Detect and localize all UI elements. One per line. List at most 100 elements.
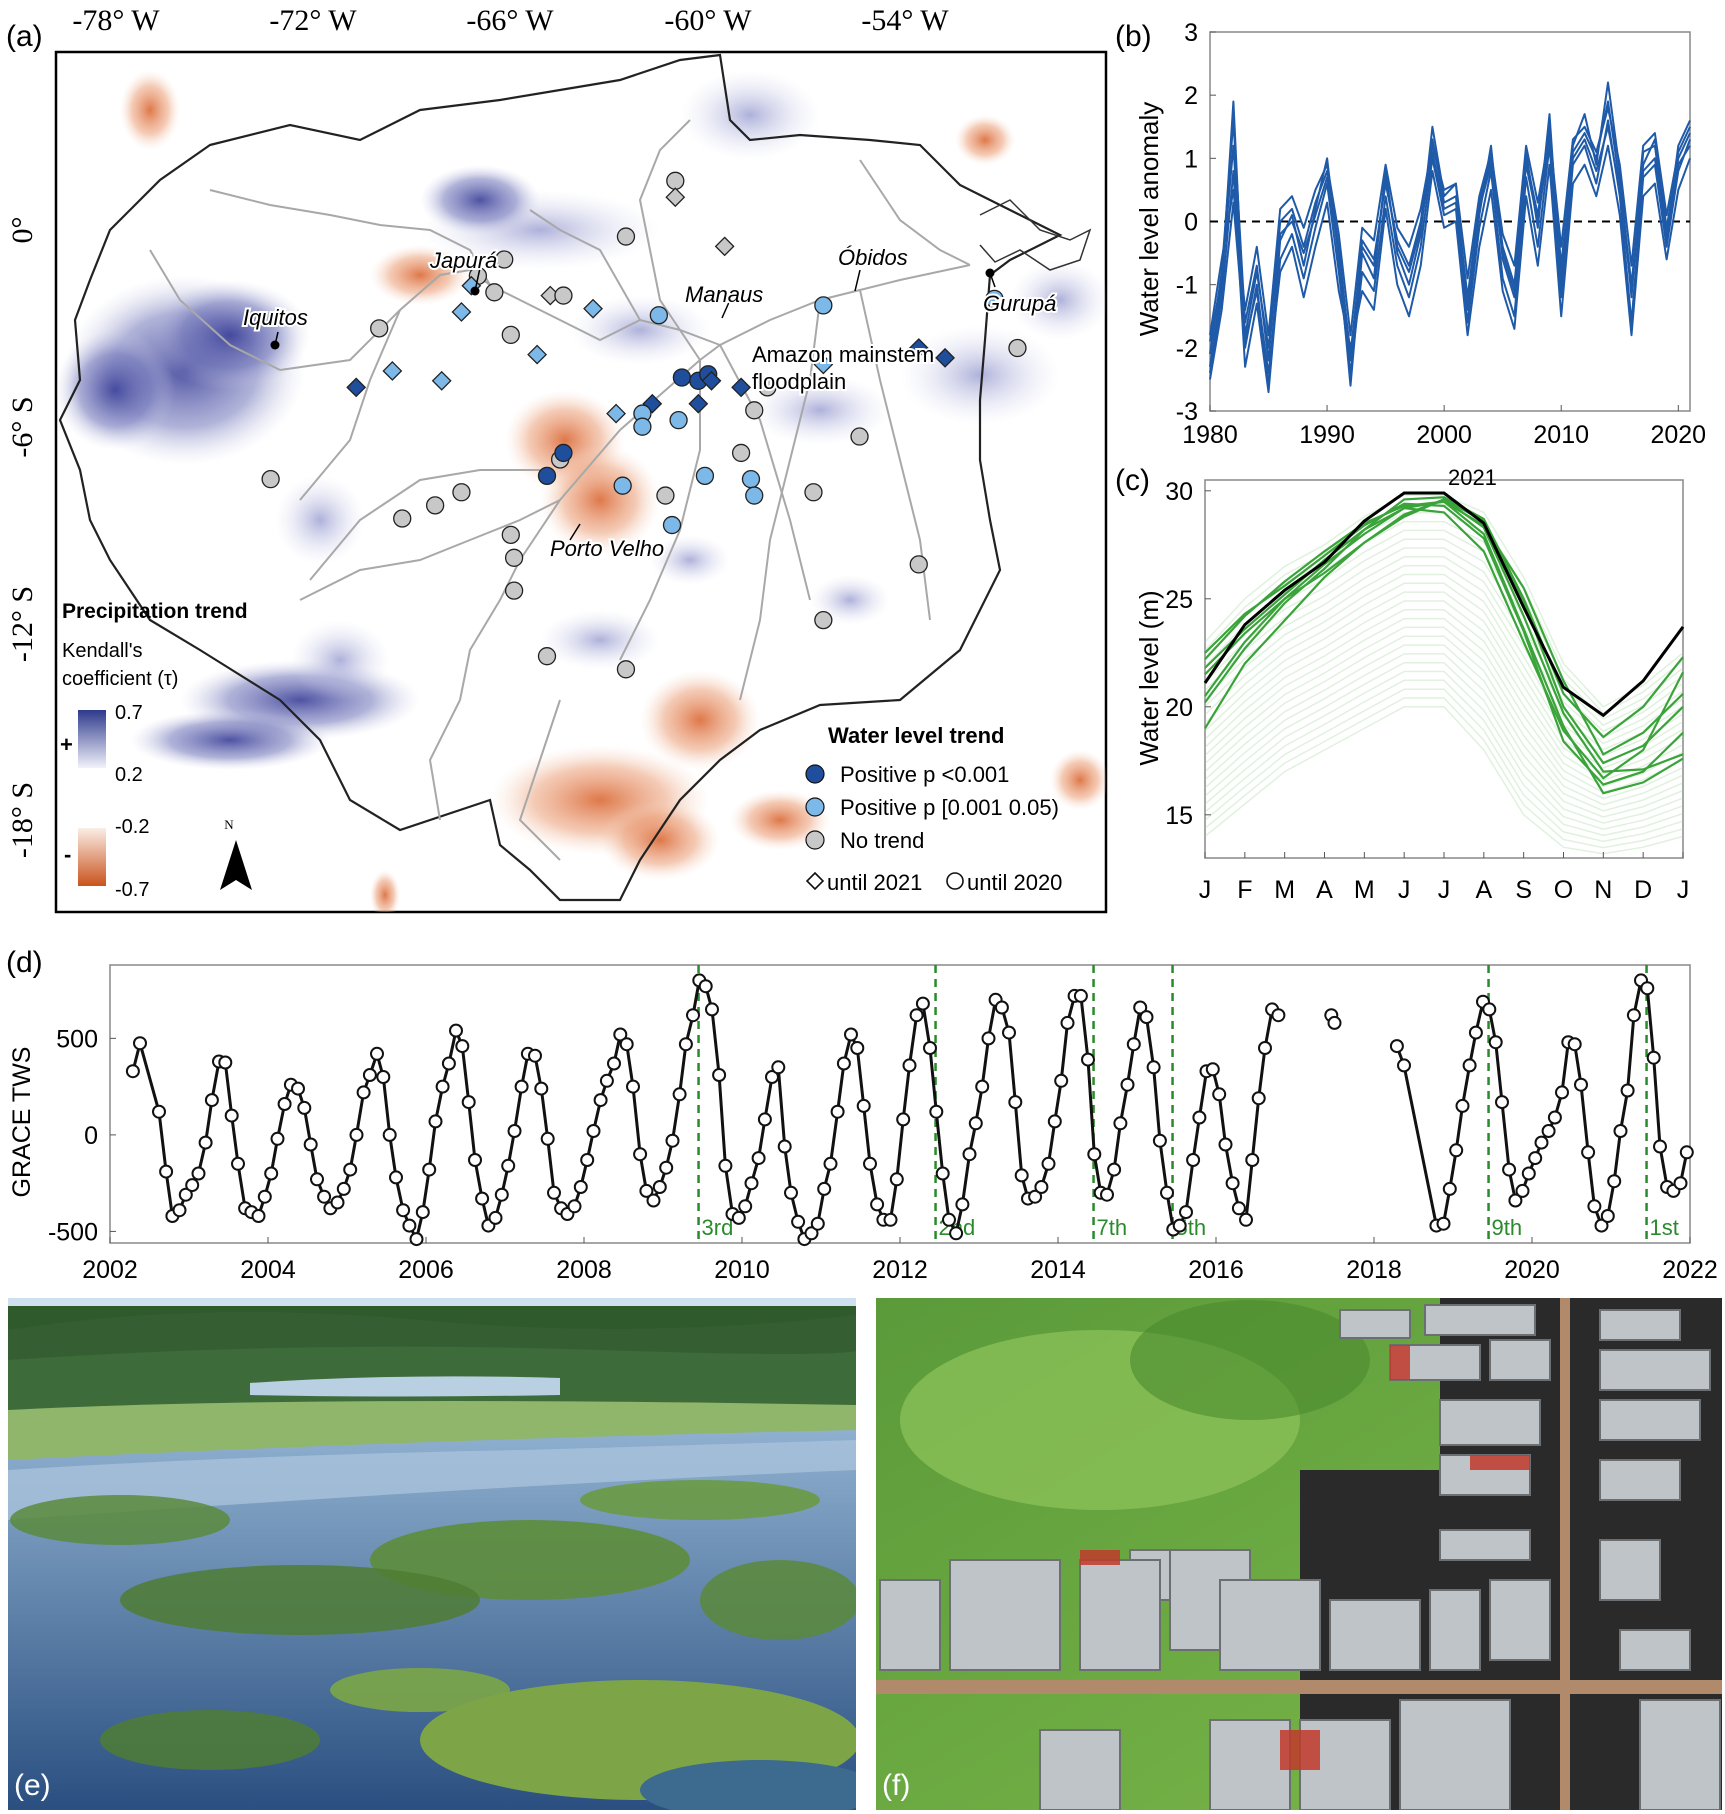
tws-point-d	[1008, 1095, 1023, 1110]
xtick-label-b: 1980	[1182, 421, 1238, 449]
precip-legend-sub2: coefficient (τ)	[62, 668, 178, 690]
tws-point-d	[896, 1112, 911, 1127]
station-marker-circle	[695, 466, 715, 486]
tws-point-d	[1107, 1162, 1122, 1177]
colorbar-positive	[78, 710, 106, 768]
history-curve-c	[1204, 582, 1684, 769]
station-marker-circle	[425, 496, 445, 515]
station-marker-circle	[669, 410, 688, 430]
tws-point-d	[856, 1098, 871, 1113]
station-marker-circle	[649, 306, 668, 325]
tws-point-d	[1607, 1174, 1622, 1189]
xtick-label-d: 2020	[1504, 1256, 1560, 1284]
ytick-label-b: -3	[1176, 398, 1198, 426]
tws-point-d	[586, 1124, 601, 1138]
lon-label: -60° W	[664, 4, 752, 37]
history-curve-c	[1204, 688, 1684, 843]
tws-point-d	[580, 1153, 595, 1167]
tws-point-d	[836, 1056, 851, 1071]
tws-point-d	[1502, 1162, 1517, 1177]
tws-point-d	[422, 1162, 437, 1177]
amazon-basin-outline	[58, 53, 1063, 902]
tws-point-d	[915, 996, 930, 1011]
tws-point-d	[1547, 1110, 1562, 1125]
station-marker-diamond	[714, 236, 735, 257]
tws-point-d	[1508, 1193, 1523, 1208]
history-curve-c	[1204, 626, 1684, 800]
wl-legend-item-strong: Positive p <0.001	[840, 762, 1009, 787]
tws-point-d	[330, 1195, 345, 1210]
tws-point-d	[409, 1232, 424, 1247]
precip-legend-sub1: Kendall's	[62, 640, 143, 662]
history-curve-c	[1204, 609, 1684, 788]
station-marker-diamond	[431, 370, 452, 391]
chart-d: -500 0 500 2002 2004 2006 2008 2010 2012 2014 2016…	[48, 964, 1718, 1284]
panel-label-f: (f)	[882, 1769, 910, 1802]
station-marker-diamond	[451, 302, 472, 322]
tws-point-d	[1455, 1098, 1470, 1113]
panel-label-b: (b)	[1115, 20, 1152, 53]
tws-point-d	[376, 1070, 391, 1084]
tws-point-d	[461, 1095, 476, 1110]
tws-point-d	[1028, 1189, 1043, 1204]
ytick-label-c: 20	[1165, 694, 1193, 722]
tws-point-d	[1231, 1201, 1246, 1216]
station-marker-circle	[985, 289, 1004, 308]
tws-point-d	[1047, 1114, 1062, 1129]
ytick-label-c: 30	[1165, 478, 1193, 506]
panel-label-c: (c)	[1115, 464, 1150, 497]
tws-point-d	[172, 1203, 187, 1218]
tws-point-d	[152, 1104, 166, 1119]
tws-point-d	[935, 1166, 950, 1181]
svg-text:N: N	[224, 817, 234, 832]
station-marker-circle	[501, 525, 520, 545]
tws-point-d	[1587, 1199, 1602, 1214]
tws-point-d	[303, 1137, 318, 1152]
series-line-b	[1209, 144, 1691, 380]
tws-point-d	[751, 1151, 766, 1166]
xtick-label-c: S	[1515, 876, 1532, 904]
longitude-labels: -78° W -72° W -66° W -60° W -54° W	[72, 4, 949, 912]
tws-point-d	[1574, 1077, 1588, 1092]
tws-point-d	[382, 1127, 397, 1142]
tws-point-d	[1120, 1077, 1135, 1092]
station-marker-circle	[616, 227, 636, 246]
water-level-legend: Water level trend Positive p <0.001 Posi…	[805, 723, 1062, 895]
tws-point-d	[626, 1079, 640, 1094]
tws-point-d	[494, 1187, 509, 1202]
lat-label: -18° S	[6, 782, 39, 858]
tws-point-d	[949, 1226, 964, 1241]
tws-point-d	[678, 1037, 693, 1052]
ytick-label-c: 25	[1165, 586, 1193, 614]
tws-point-d	[955, 1197, 970, 1212]
plot-area-c	[1204, 479, 1684, 859]
xtick-label-d: 2002	[82, 1256, 138, 1284]
lat-label: 0°	[6, 217, 39, 244]
chart-b: -3 -2 -1 0 1 2 3 1980 1990 2000 2010 2020	[1176, 19, 1706, 449]
tws-point-d	[850, 1041, 865, 1055]
rank-label-d: 1st	[1650, 1215, 1679, 1240]
tws-point-d	[923, 1041, 937, 1055]
station-marker-circle	[537, 647, 557, 666]
tws-point-d	[810, 1216, 825, 1231]
tws-point-d	[1626, 1008, 1641, 1023]
tws-point-d	[1541, 1124, 1556, 1138]
tws-point-d	[1468, 1025, 1483, 1040]
station-marker-circle	[745, 486, 764, 505]
lat-label: -6° S	[6, 396, 39, 457]
map-panel: (a) -78° W -72° W -66° W -60° W -54° W 0° -6°…	[6, 4, 1108, 914]
tws-point-d	[389, 1170, 403, 1185]
tws-point-d	[889, 1172, 904, 1187]
xtick-label-b: 2020	[1650, 421, 1706, 449]
colorbar-label-02: 0.2	[115, 764, 143, 786]
series-line-b	[1209, 81, 1691, 387]
ytick-label-d: 500	[56, 1025, 98, 1053]
xtick-label-d: 2022	[1662, 1256, 1718, 1284]
tws-point-d	[652, 1180, 667, 1194]
tws-point-d	[902, 1058, 917, 1073]
tws-point-d	[1567, 1037, 1582, 1052]
tws-point-d	[1495, 1095, 1509, 1110]
xtick-label-d: 2018	[1346, 1256, 1402, 1284]
